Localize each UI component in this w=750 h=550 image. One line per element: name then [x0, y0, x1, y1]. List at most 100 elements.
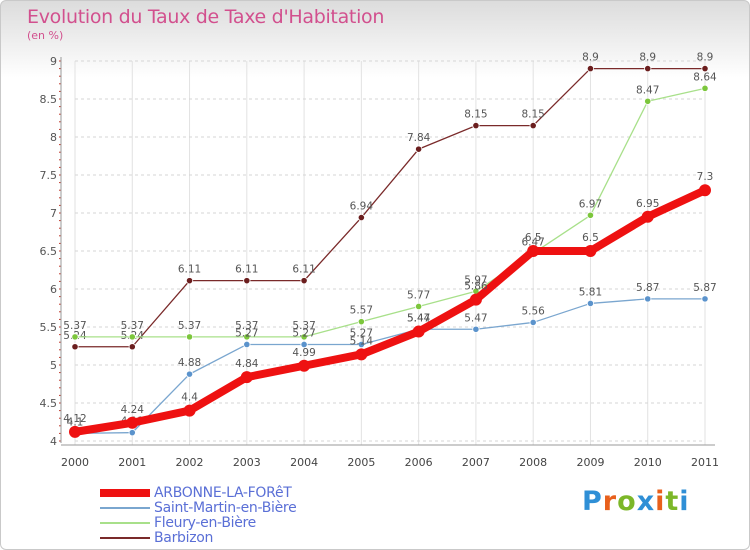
- legend-label: Fleury-en-Bière: [154, 515, 256, 531]
- legend-label: Saint-Martin-en-Bière: [154, 500, 297, 516]
- x-tick-label: 2005: [347, 456, 375, 469]
- data-label: 6.97: [579, 198, 602, 210]
- data-label: 6.94: [350, 201, 374, 213]
- data-label: 6.11: [292, 264, 315, 276]
- data-label: 6.95: [636, 198, 659, 210]
- data-point: [298, 359, 311, 372]
- data-point: [644, 97, 652, 105]
- data-point: [300, 277, 308, 285]
- data-label: 5.37: [292, 320, 315, 332]
- data-point: [699, 184, 711, 197]
- legend-label: Barbizon: [154, 530, 214, 546]
- data-label: 5.86: [464, 281, 488, 293]
- data-point: [185, 333, 194, 341]
- data-label: 5.37: [178, 320, 201, 332]
- data-point: [185, 370, 194, 378]
- proxiti-logo: Proxiti: [582, 486, 690, 517]
- logo-letter: i: [655, 486, 666, 517]
- data-point: [128, 333, 136, 341]
- data-point: [243, 277, 251, 285]
- data-point: [355, 348, 368, 361]
- data-point: [644, 295, 652, 303]
- data-label: 5.37: [121, 320, 144, 332]
- legend-item-saint-martin: Saint-Martin-en-Bière: [100, 500, 420, 516]
- logo-letter: t: [665, 486, 680, 517]
- data-point: [586, 299, 595, 308]
- data-label: 4.12: [63, 413, 86, 425]
- logo-letter: o: [617, 486, 637, 517]
- data-point: [701, 65, 709, 73]
- data-point: [128, 343, 136, 351]
- data-point: [701, 84, 709, 92]
- data-label: 6.11: [178, 264, 201, 276]
- data-label: 4.4: [181, 392, 198, 404]
- data-label: 5.47: [464, 312, 487, 324]
- data-point: [644, 65, 652, 73]
- data-point: [71, 343, 79, 351]
- data-label: 5.57: [350, 305, 373, 317]
- data-point: [412, 325, 425, 338]
- data-point: [529, 318, 537, 327]
- data-point: [529, 122, 537, 130]
- data-label: 5.56: [521, 305, 545, 317]
- data-label: 7.84: [407, 132, 431, 144]
- legend-item-fleury: Fleury-en-Bière: [100, 515, 420, 531]
- data-point: [183, 404, 196, 417]
- x-tick-label: 2004: [290, 456, 318, 469]
- data-point: [586, 211, 595, 219]
- x-tick-label: 2010: [634, 456, 662, 469]
- data-label: 4.84: [235, 358, 259, 370]
- legend-swatch: [100, 522, 150, 524]
- data-label: 8.9: [582, 52, 599, 64]
- y-tick-label: 8: [50, 131, 57, 144]
- data-label: 5.77: [407, 289, 430, 301]
- data-point: [300, 340, 308, 349]
- data-label: 7.3: [697, 171, 714, 183]
- data-label: 5.14: [350, 335, 374, 347]
- logo-letter: P: [582, 486, 603, 517]
- data-point: [469, 293, 482, 306]
- data-point: [69, 425, 81, 438]
- data-label: 5.87: [693, 282, 716, 294]
- y-tick-label: 7: [50, 207, 57, 220]
- data-point: [240, 371, 253, 384]
- x-tick-label: 2007: [462, 456, 490, 469]
- legend-item-barbizon: Barbizon: [100, 530, 420, 546]
- data-label: 6.11: [235, 264, 258, 276]
- data-label: 8.15: [521, 109, 544, 121]
- data-point: [472, 325, 480, 333]
- data-point: [357, 213, 365, 222]
- data-point: [527, 245, 540, 257]
- legend-item-arbonne: ARBONNE-LA-FORêT: [100, 485, 420, 501]
- chart-unit: (en %): [27, 29, 64, 42]
- y-tick-label: 7.5: [40, 169, 58, 182]
- series-line: [71, 186, 709, 436]
- x-tick-label: 2008: [519, 456, 547, 469]
- data-label: 4.88: [178, 357, 201, 369]
- data-point: [243, 340, 251, 349]
- data-label: 5.27: [235, 327, 258, 339]
- data-label: 8.64: [693, 71, 717, 83]
- data-label: 8.15: [464, 109, 487, 121]
- data-point: [586, 65, 595, 73]
- data-point: [584, 245, 597, 257]
- y-tick-label: 9: [50, 55, 57, 68]
- legend-swatch: [100, 489, 150, 497]
- data-label: 5.87: [636, 282, 659, 294]
- legend-swatch: [100, 537, 150, 539]
- data-point: [185, 277, 194, 285]
- data-point: [641, 210, 654, 223]
- data-label: 5.44: [407, 313, 431, 325]
- data-point: [415, 145, 423, 153]
- data-point: [701, 295, 709, 303]
- data-point: [472, 122, 480, 130]
- y-tick-label: 6: [50, 283, 57, 296]
- data-label: 8.47: [636, 84, 659, 96]
- logo-letter: r: [602, 486, 618, 517]
- y-tick-label: 6.5: [40, 245, 58, 258]
- y-tick-label: 4: [50, 435, 57, 448]
- y-tick-label: 5.5: [40, 321, 58, 334]
- data-point: [357, 340, 365, 349]
- x-tick-label: 2006: [405, 456, 433, 469]
